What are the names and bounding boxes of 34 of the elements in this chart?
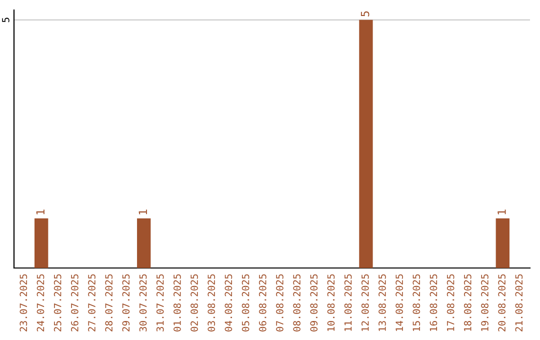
x-tick-label: 12.08.2025 bbox=[361, 274, 369, 331]
x-tick-label: 16.08.2025 bbox=[430, 274, 438, 331]
x-tick-label: 19.08.2025 bbox=[481, 274, 488, 331]
data-label: 1 bbox=[138, 210, 147, 214]
x-tick-label: 31.07.2025 bbox=[156, 274, 164, 332]
data-label: 1 bbox=[498, 210, 506, 214]
x-tick-label: 26.07.2025 bbox=[71, 274, 78, 332]
x-tick-label: 03.08.2025 bbox=[208, 274, 216, 332]
x-tick-label: 17.08.2025 bbox=[446, 274, 454, 331]
x-tick-label: 04.08.2025 bbox=[224, 274, 232, 332]
x-tick-label: 06.08.2025 bbox=[258, 274, 266, 332]
x-tick-label: 10.08.2025 bbox=[327, 274, 335, 331]
x-tick-label: 28.07.2025 bbox=[105, 274, 113, 332]
x-tick-label: 29.07.2025 bbox=[122, 274, 130, 332]
x-tick-label: 24.07.2025 bbox=[36, 274, 44, 332]
x-tick-label: 23.07.2025 bbox=[20, 274, 28, 332]
x-tick-label: 13.08.2025 bbox=[378, 274, 386, 331]
x-tick-label: 15.08.2025 bbox=[412, 274, 420, 331]
x-tick-label: 01.08.2025 bbox=[174, 274, 181, 332]
x-tick-label: 21.08.2025 bbox=[515, 274, 523, 332]
x-tick-label: 02.08.2025 bbox=[190, 274, 198, 332]
x-tick-label: 14.08.2025 bbox=[396, 274, 403, 331]
x-tick-label: 27.07.2025 bbox=[88, 274, 96, 332]
x-tick-label: 30.07.2025 bbox=[139, 274, 147, 332]
x-tick-label: 05.08.2025 bbox=[242, 274, 250, 332]
x-tick-label: 09.08.2025 bbox=[310, 274, 318, 332]
x-tick-label: 07.08.2025 bbox=[276, 274, 284, 332]
x-tick-label: 25.07.2025 bbox=[54, 274, 62, 332]
data-label: 5 bbox=[360, 11, 370, 16]
x-tick-label: 08.08.2025 bbox=[293, 274, 300, 332]
data-label: 1 bbox=[36, 210, 44, 214]
x-tick-label: 18.08.2025 bbox=[464, 274, 472, 331]
x-tick-label: 20.08.2025 bbox=[498, 274, 506, 332]
x-tick-label: 11.08.2025 bbox=[344, 274, 352, 331]
